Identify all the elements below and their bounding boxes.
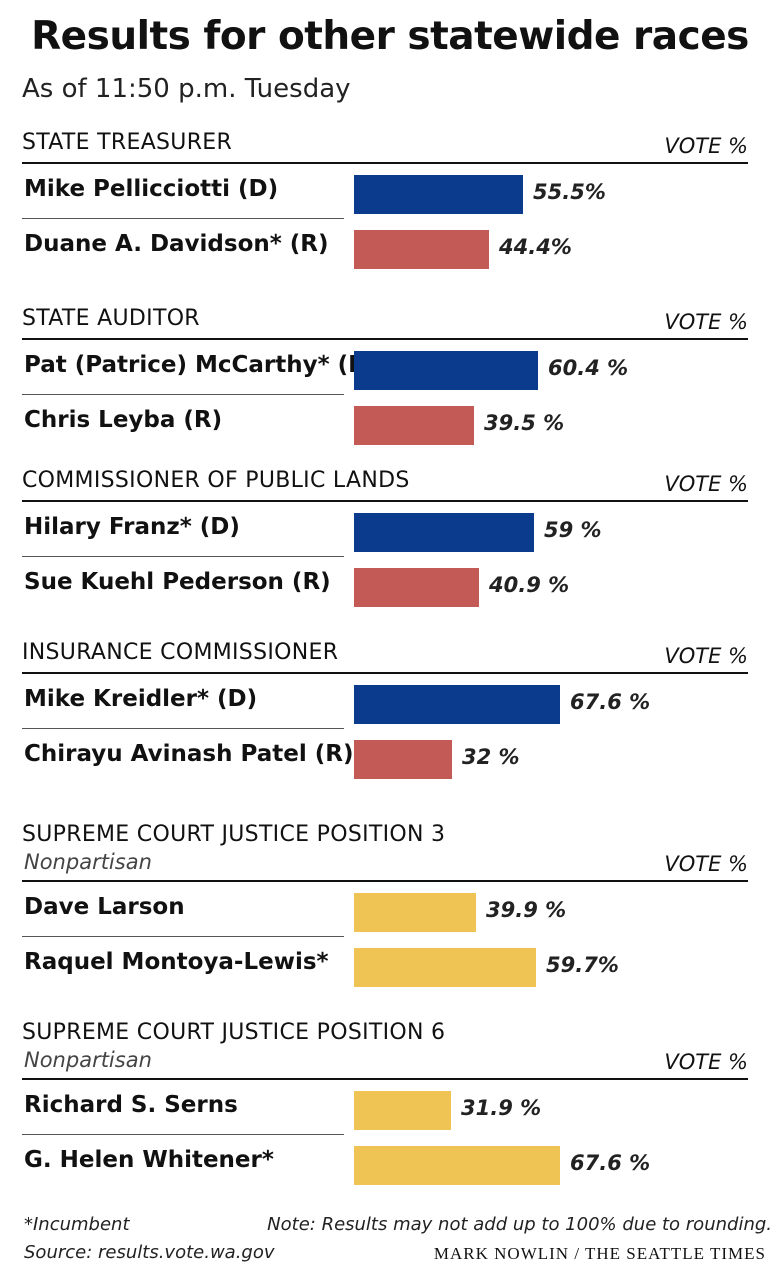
vote-percent-label: 40.9 % (489, 573, 570, 597)
candidate-row: Hilary Franz* (D) 59 % (22, 502, 748, 557)
race-supreme-court-justice-position-6: SUPREME COURT JUSTICE POSITION 6 Nonparti… (22, 1018, 748, 1190)
vote-percent-label: 59.7% (546, 953, 619, 977)
vote-percent-label: 60.4 % (548, 356, 629, 380)
vote-percent-label: 55.5% (533, 180, 606, 204)
vote-percent-label: 67.6 % (570, 690, 651, 714)
candidate-name: Hilary Franz* (D) (24, 514, 240, 540)
race-insurance-commissioner: INSURANCE COMMISSIONER VOTE % Mike Kreidle… (22, 638, 748, 784)
vote-bar-mike-kreidler-d (354, 685, 560, 724)
vote-bar-raquel-montoya-lewis (354, 948, 536, 987)
vote-percent-header: VOTE % (664, 310, 748, 334)
race-supreme-court-justice-position-3: SUPREME COURT JUSTICE POSITION 3 Nonparti… (22, 820, 748, 992)
chart-title: Results for other statewide races (31, 14, 749, 59)
race-title: STATE TREASURER (22, 130, 233, 155)
candidate-row: Richard S. Serns 31.9 % (22, 1080, 748, 1135)
candidate-row: Sue Kuehl Pederson (R) 40.9 % (22, 557, 748, 612)
race-title: COMMISSIONER OF PUBLIC LANDS (22, 468, 410, 493)
candidate-name: Dave Larson (24, 894, 185, 920)
candidate-name: Duane A. Davidson* (R) (24, 231, 329, 257)
candidate-row: Chris Leyba (R) 39.5 % (22, 395, 748, 450)
vote-bar-pat-patrice-mccarthy-d (354, 351, 538, 390)
vote-bar-duane-a-davidson-r (354, 230, 489, 269)
race-title: INSURANCE COMMISSIONER (22, 640, 339, 665)
candidate-name: Raquel Montoya-Lewis* (24, 949, 329, 975)
candidate-name: Richard S. Serns (24, 1092, 238, 1118)
vote-percent-label: 39.9 % (486, 898, 567, 922)
race-title: STATE AUDITOR (22, 306, 200, 331)
candidate-name: G. Helen Whitener* (24, 1147, 274, 1173)
candidate-name: Chris Leyba (R) (24, 407, 223, 433)
credit-line: MARK NOWLIN / THE SEATTLE TIMES (433, 1244, 766, 1263)
vote-bar-mike-pellicciotti-d (354, 175, 523, 214)
race-header: SUPREME COURT JUSTICE POSITION 6 Nonparti… (22, 1018, 748, 1080)
incumbent-note: *Incumbent (24, 1214, 130, 1235)
race-title: SUPREME COURT JUSTICE POSITION 6 (22, 1020, 446, 1045)
candidate-row: Pat (Patrice) McCarthy* (D) 60.4 % (22, 340, 748, 395)
vote-percent-header: VOTE % (664, 472, 748, 496)
race-subtitle: Nonpartisan (24, 1048, 152, 1072)
candidate-row: G. Helen Whitener* 67.6 % (22, 1135, 748, 1190)
race-state-auditor: STATE AUDITOR VOTE % Pat (Patrice) McCarth… (22, 304, 748, 450)
candidate-row: Dave Larson 39.9 % (22, 882, 748, 937)
vote-percent-label: 32 % (462, 745, 520, 769)
race-header: INSURANCE COMMISSIONER VOTE % (22, 638, 748, 674)
candidate-name: Mike Pellicciotti (D) (24, 176, 279, 202)
candidate-name: Pat (Patrice) McCarthy* (D) (24, 352, 378, 378)
vote-bar-dave-larson (354, 893, 476, 932)
candidate-name: Sue Kuehl Pederson (R) (24, 569, 331, 595)
vote-percent-label: 59 % (544, 518, 602, 542)
vote-percent-label: 39.5 % (484, 411, 565, 435)
vote-bar-richard-s-serns (354, 1091, 451, 1130)
race-state-treasurer: STATE TREASURER VOTE % Mike Pellicciotti (… (22, 128, 748, 274)
vote-percent-header: VOTE % (664, 1050, 748, 1074)
vote-bar-chirayu-avinash-patel-r (354, 740, 452, 779)
race-header: SUPREME COURT JUSTICE POSITION 3 Nonparti… (22, 820, 748, 882)
race-header: STATE AUDITOR VOTE % (22, 304, 748, 340)
timestamp-subtitle: As of 11:50 p.m. Tuesday (22, 74, 351, 104)
race-header: COMMISSIONER OF PUBLIC LANDS VOTE % (22, 466, 748, 502)
candidate-row: Chirayu Avinash Patel (R) 32 % (22, 729, 748, 784)
vote-percent-label: 31.9 % (461, 1096, 542, 1120)
candidate-row: Duane A. Davidson* (R) 44.4% (22, 219, 748, 274)
race-title: SUPREME COURT JUSTICE POSITION 3 (22, 822, 446, 847)
candidate-row: Raquel Montoya-Lewis* 59.7% (22, 937, 748, 992)
candidate-row: Mike Pellicciotti (D) 55.5% (22, 164, 748, 219)
vote-percent-header: VOTE % (664, 134, 748, 158)
vote-bar-g-helen-whitener (354, 1146, 560, 1185)
rounding-note: Note: Results may not add up to 100% due… (267, 1214, 772, 1235)
race-header: STATE TREASURER VOTE % (22, 128, 748, 164)
vote-percent-header: VOTE % (664, 644, 748, 668)
vote-bar-chris-leyba-r (354, 406, 474, 445)
race-subtitle: Nonpartisan (24, 850, 152, 874)
vote-bar-sue-kuehl-pederson-r (354, 568, 479, 607)
race-commissioner-of-public-lands: COMMISSIONER OF PUBLIC LANDS VOTE % Hilary… (22, 466, 748, 612)
source-note: Source: results.vote.wa.gov (24, 1242, 275, 1263)
candidate-name: Mike Kreidler* (D) (24, 686, 258, 712)
vote-percent-label: 44.4% (499, 235, 572, 259)
candidate-row: Mike Kreidler* (D) 67.6 % (22, 674, 748, 729)
vote-percent-header: VOTE % (664, 852, 748, 876)
vote-bar-hilary-franz-d (354, 513, 534, 552)
vote-percent-label: 67.6 % (570, 1151, 651, 1175)
candidate-name: Chirayu Avinash Patel (R) (24, 741, 354, 767)
